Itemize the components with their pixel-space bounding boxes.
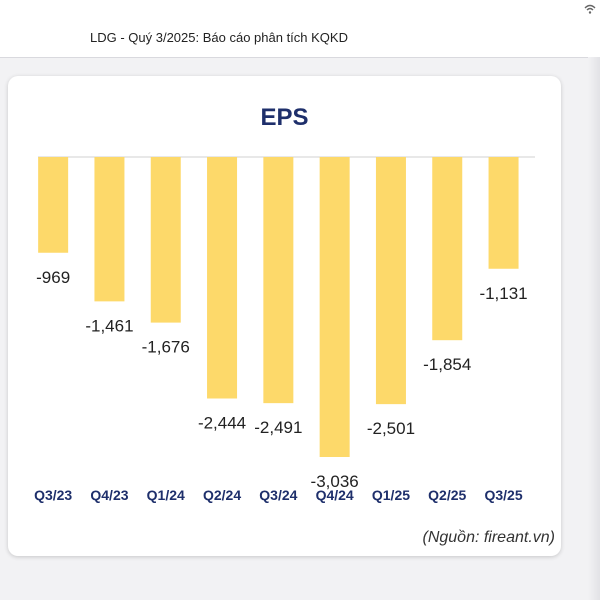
bar-q3-25 (488, 157, 519, 269)
x-tick-label: Q4/23 (90, 487, 128, 503)
page-edge (588, 57, 600, 600)
data-label: -969 (36, 268, 70, 287)
x-tick-label: Q1/25 (372, 487, 410, 503)
bar-q3-23 (38, 157, 69, 253)
bar-q3-24 (263, 157, 294, 404)
data-label: -1,854 (423, 355, 471, 374)
bar-q2-24 (207, 157, 238, 399)
data-label: -2,501 (367, 419, 415, 438)
data-label: -2,491 (254, 418, 302, 437)
wifi-icon (584, 4, 596, 14)
x-tick-label: Q3/23 (34, 487, 72, 503)
x-tick-label: Q1/24 (147, 487, 185, 503)
bar-q1-25 (375, 157, 406, 405)
x-tick-label: Q2/25 (428, 487, 466, 503)
bar-q4-24 (319, 157, 350, 457)
x-tick-label: Q3/24 (259, 487, 297, 503)
x-tick-label: Q3/25 (484, 487, 522, 503)
data-label: -1,676 (142, 338, 190, 357)
data-label: -2,444 (198, 414, 246, 433)
x-tick-label: Q4/24 (316, 487, 354, 503)
top-bar: LDG - Quý 3/2025: Báo cáo phân tích KQKD (0, 0, 600, 58)
x-tick-label: Q2/24 (203, 487, 241, 503)
data-label: -3,036 (311, 472, 359, 491)
chart-title: EPS (260, 104, 309, 131)
data-label: -1,461 (85, 316, 133, 335)
bar-q4-23 (94, 157, 125, 302)
bar-q2-25 (432, 157, 463, 341)
source-note: (Nguồn: fireant.vn) (422, 529, 555, 546)
document-title: LDG - Quý 3/2025: Báo cáo phân tích KQKD (90, 30, 348, 45)
bar-q1-24 (150, 157, 181, 323)
data-label: -1,131 (479, 284, 527, 303)
